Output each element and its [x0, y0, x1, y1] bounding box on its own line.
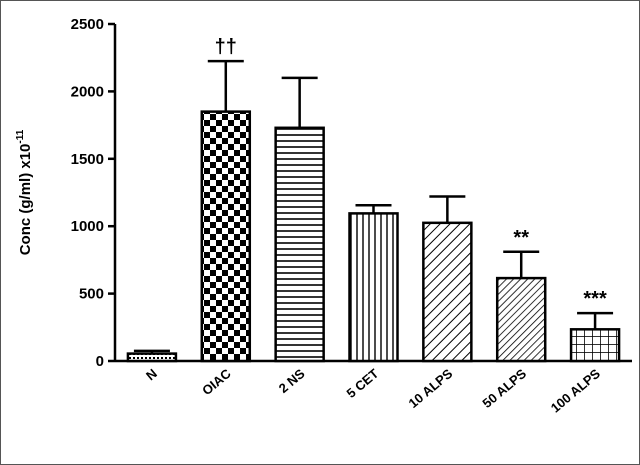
category-labels: N OIAC 2 NS 5 CET 10 ALPS 50 ALPS 100 ALPS: [143, 365, 603, 415]
y-axis-label-main: Conc (g/ml) x10: [17, 144, 34, 256]
bar: [495, 276, 547, 363]
significance-annotations: ††*****: [215, 36, 607, 310]
category-label: 2 NS: [276, 366, 308, 396]
category-label: 5 CET: [344, 366, 382, 401]
bar: [422, 221, 473, 363]
category-label: N: [143, 366, 160, 384]
y-ticks: 0 500 1000 1500 2000 2500: [71, 16, 115, 370]
bar: [126, 352, 178, 363]
category-label: 10 ALPS: [406, 366, 456, 411]
y-tick-label: 0: [96, 353, 104, 370]
bar: [569, 328, 621, 363]
y-tick-label: 1000: [71, 218, 104, 235]
category-label: 100 ALPS: [548, 366, 603, 416]
bar: [200, 110, 252, 363]
significance-label: ††: [215, 36, 237, 58]
y-axis-label: Conc (g/ml) x10-11: [15, 129, 34, 255]
y-tick-label: 2500: [71, 16, 104, 33]
y-tick-label: 1500: [71, 151, 104, 168]
y-tick-label: 2000: [71, 83, 104, 100]
category-label: 50 ALPS: [479, 366, 529, 411]
error-bars: [133, 59, 614, 354]
significance-label: **: [513, 227, 529, 249]
y-tick-label: 500: [79, 286, 104, 303]
bar: [274, 126, 325, 363]
significance-label: ***: [583, 288, 607, 310]
y-axis-label-exponent: -11: [15, 129, 26, 143]
bar: [348, 212, 399, 363]
bars: [126, 110, 621, 363]
category-label: OIAC: [199, 365, 234, 398]
